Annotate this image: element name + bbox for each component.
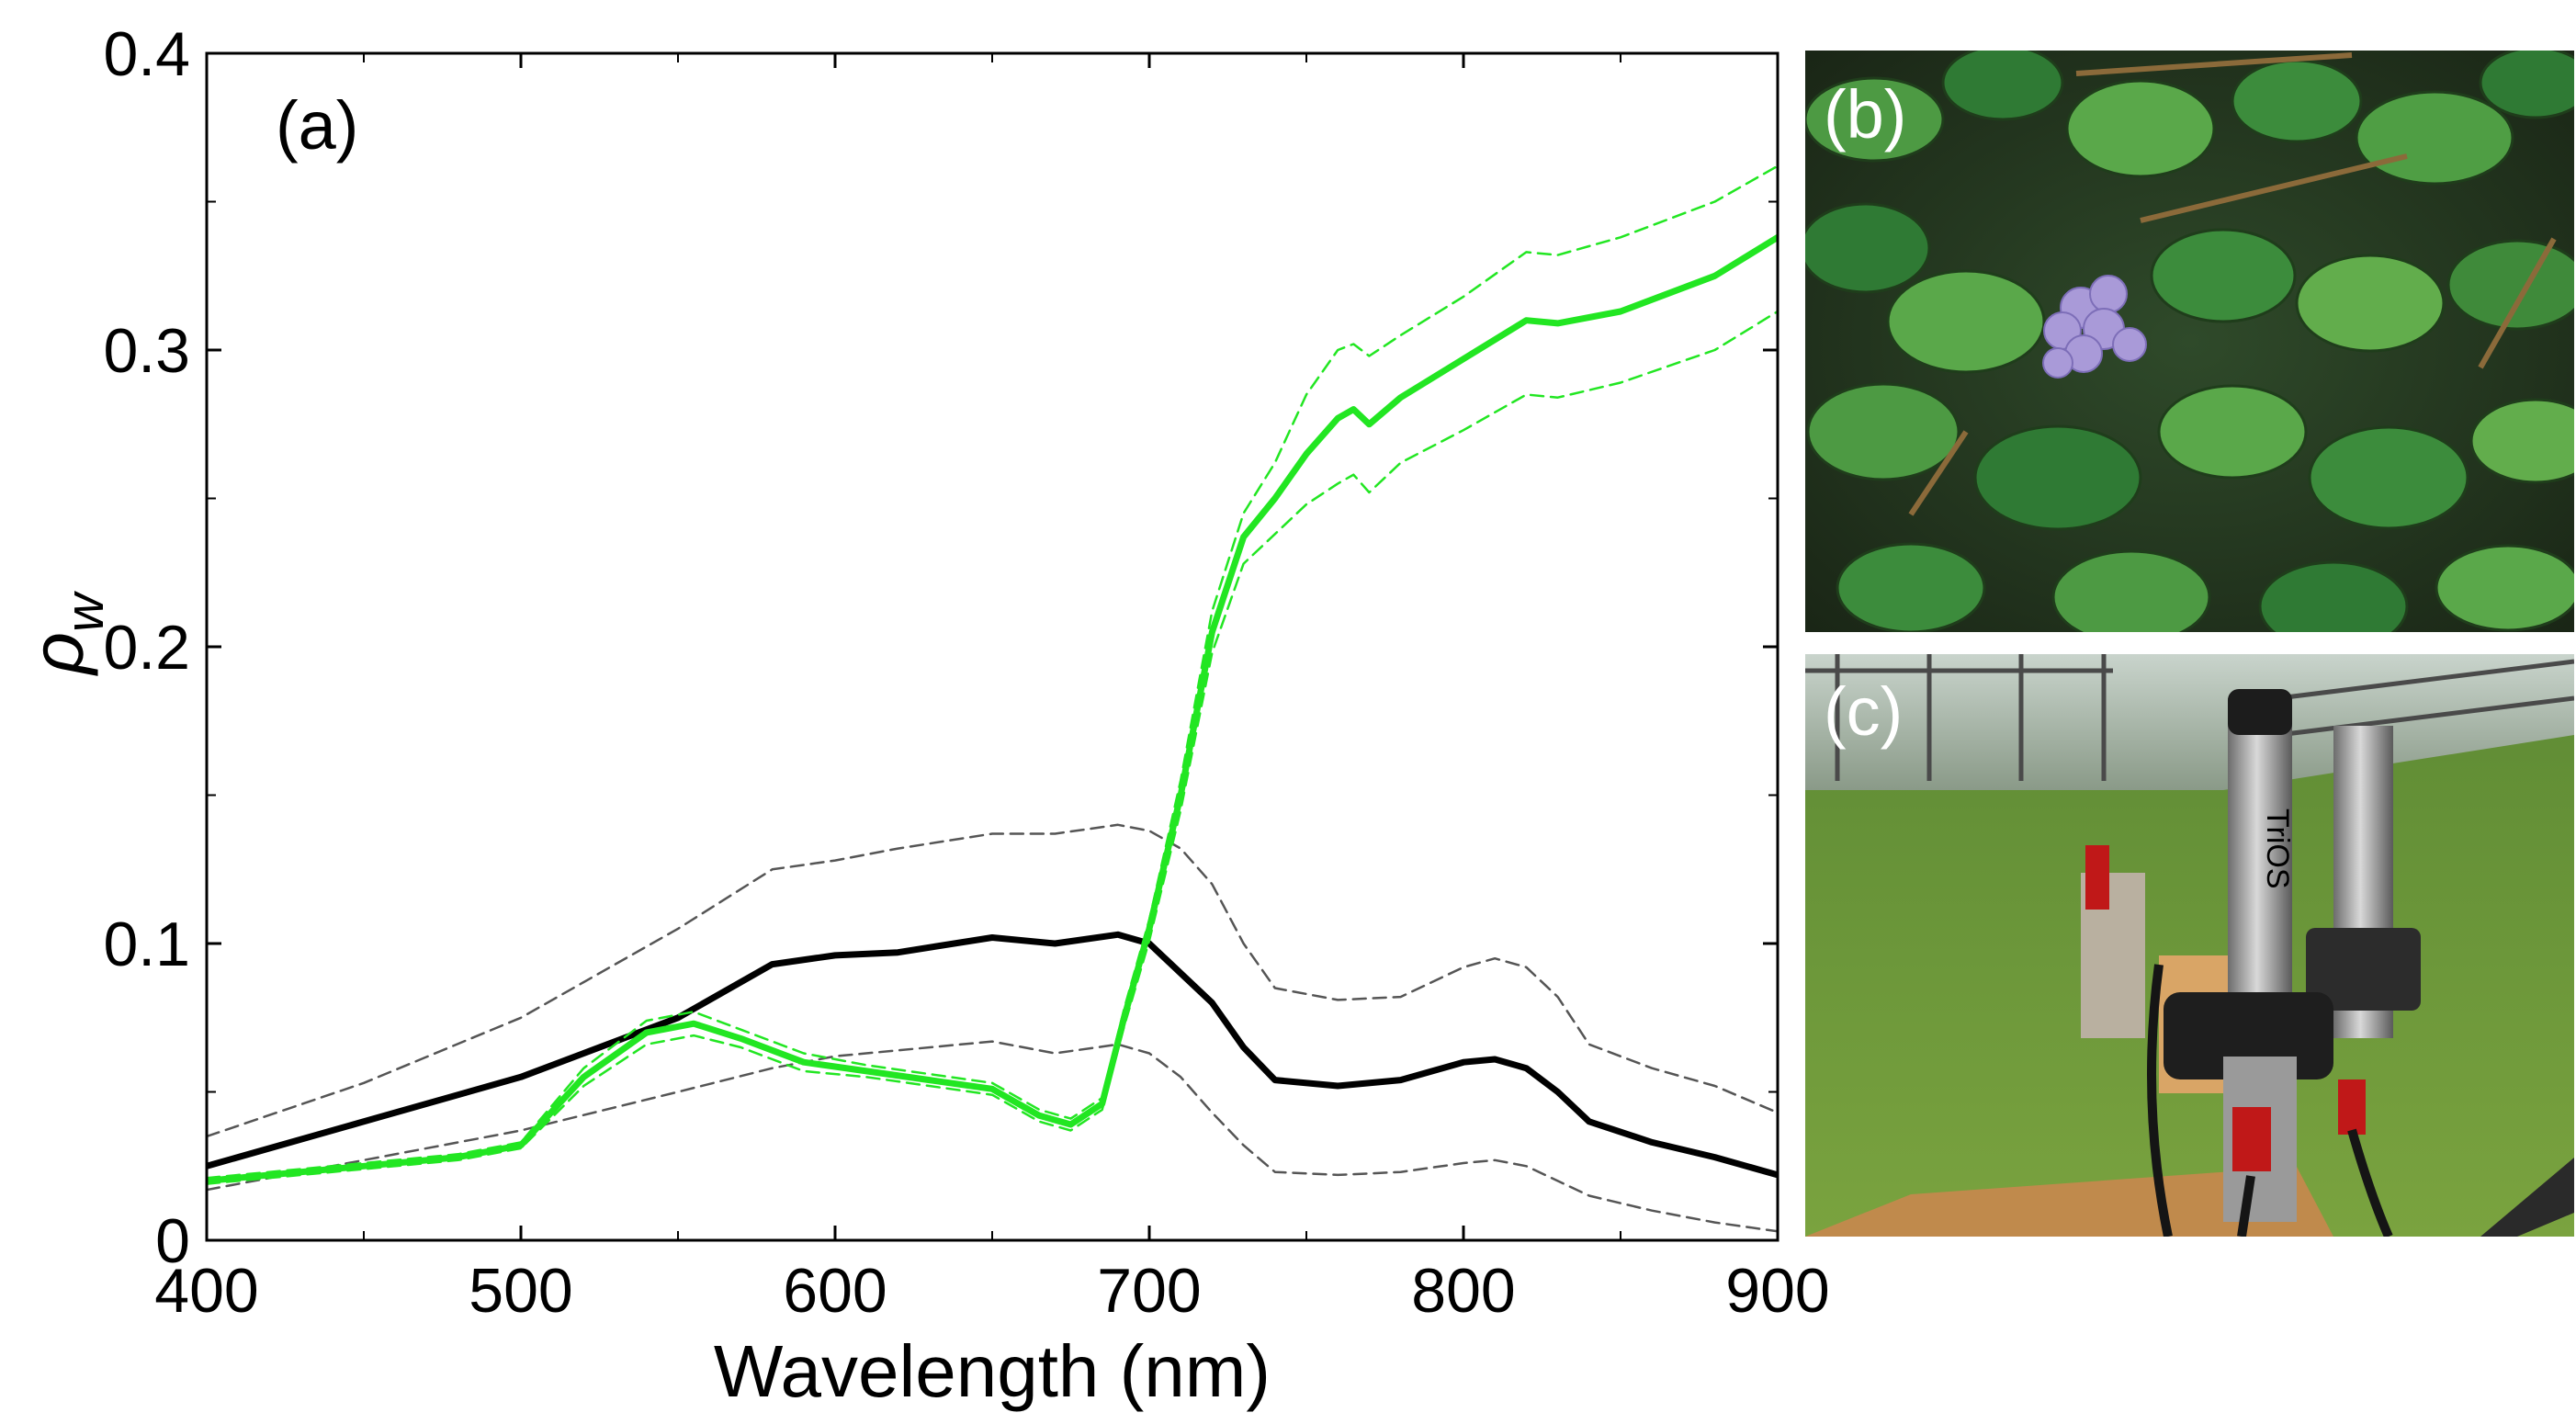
x-tick-label: 500 <box>469 1256 572 1326</box>
pole <box>2480 1158 2574 1237</box>
series-line-black-upper <box>207 823 1778 1138</box>
sensor-brand-text: TriOS <box>2260 808 2295 889</box>
y-tick-label: 0.1 <box>103 910 190 979</box>
black-bracket <box>2306 928 2421 1011</box>
series-layer <box>207 164 1778 1233</box>
x-tick-label: 900 <box>1725 1256 1829 1326</box>
y-axis-subscript: w <box>55 591 115 632</box>
x-tick-label: 600 <box>783 1256 887 1326</box>
red-cap-left <box>2085 845 2109 910</box>
x-tick-label: 800 <box>1411 1256 1515 1326</box>
y-tick-label: 0 <box>155 1206 190 1276</box>
series-line-green-mean <box>207 233 1778 1184</box>
photo-c: TriOS (c) <box>1805 654 2574 1237</box>
greenhouse-frame <box>1805 654 2574 781</box>
series-line-black-mean <box>207 931 1778 1179</box>
y-tick-label: 0.2 <box>103 613 190 683</box>
hyacinth-flower <box>2042 275 2147 379</box>
series-line-green-lower <box>207 310 1778 1185</box>
y-axis-title: ρw <box>17 591 115 676</box>
cables <box>2147 964 2393 1237</box>
plot-frame <box>205 51 1779 1242</box>
panel-label-c: (c) <box>1824 673 1903 750</box>
photo-b: (b) <box>1805 51 2574 632</box>
series-line-green-upper <box>207 164 1778 1180</box>
panel-label-b: (b) <box>1824 76 1906 153</box>
y-tick-label: 0.3 <box>103 316 190 386</box>
wooden-board <box>1805 1167 2333 1237</box>
x-tick-label: 700 <box>1097 1256 1201 1326</box>
svg-text:ρw: ρw <box>17 591 115 676</box>
x-tick-label: 400 <box>154 1256 258 1326</box>
series-line-black-lower <box>207 1040 1778 1233</box>
ticks-layer: 400 500 600 700 800 900 0 0.1 0.2 0.3 0.4 <box>103 19 1829 1326</box>
hyacinth-stems <box>1908 52 2557 516</box>
hyacinth-leaves <box>1805 51 2574 632</box>
y-tick-label: 0.4 <box>103 19 190 89</box>
panel-label-a: (a) <box>276 87 358 164</box>
x-axis-title: Wavelength (nm) <box>714 1330 1271 1412</box>
red-connector <box>2232 1107 2271 1171</box>
y-axis-symbol: ρ <box>17 632 98 676</box>
spectrum-chart: 400 500 600 700 800 900 0 0.1 0.2 0.3 0.4 (a) Wave… <box>17 19 1830 1412</box>
